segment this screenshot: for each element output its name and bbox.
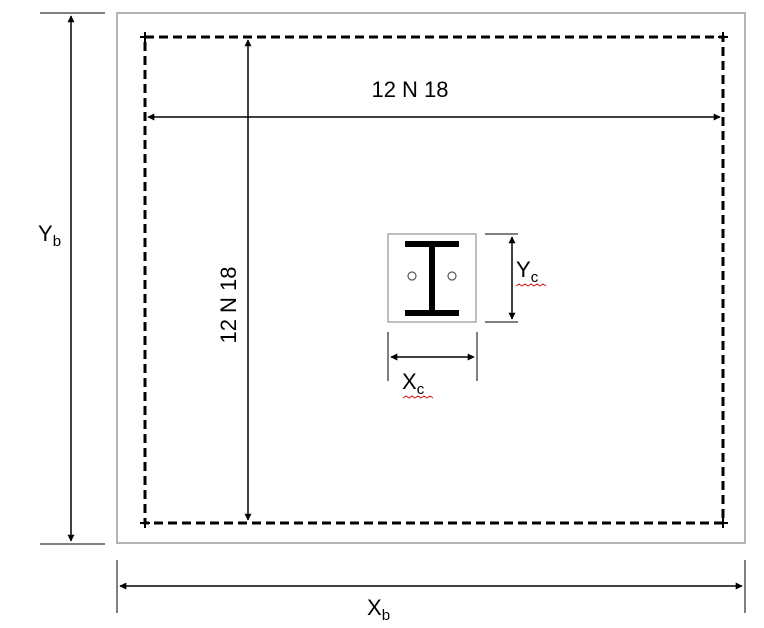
top-reinforcement-label: 12 N 18 — [371, 77, 448, 102]
xc-spellcheck-underline — [402, 395, 434, 399]
xc-subscript: c — [417, 381, 425, 398]
yb-main: Y — [38, 221, 53, 246]
i-beam-column-section — [405, 241, 459, 316]
reinforcement-cage-outline — [143, 35, 725, 525]
xb-label: Xb — [367, 595, 390, 624]
xb-subscript: b — [382, 607, 390, 624]
yc-subscript: c — [531, 269, 539, 286]
cage-corner-marks — [140, 32, 728, 528]
yc-spellcheck-underline — [515, 283, 547, 287]
yb-label: Yb — [38, 221, 61, 250]
xc-label: Xc — [402, 369, 425, 398]
xc-main: X — [402, 369, 417, 394]
yc-main: Y — [516, 257, 531, 282]
yc-label: Yc — [516, 257, 539, 286]
anchor-bolt-left — [407, 271, 417, 281]
yb-subscript: b — [53, 233, 61, 250]
xb-main: X — [367, 595, 382, 620]
anchor-bolt-right — [447, 271, 457, 281]
side-reinforcement-label: 12 N 18 — [216, 266, 241, 343]
footing-outline — [116, 12, 746, 544]
